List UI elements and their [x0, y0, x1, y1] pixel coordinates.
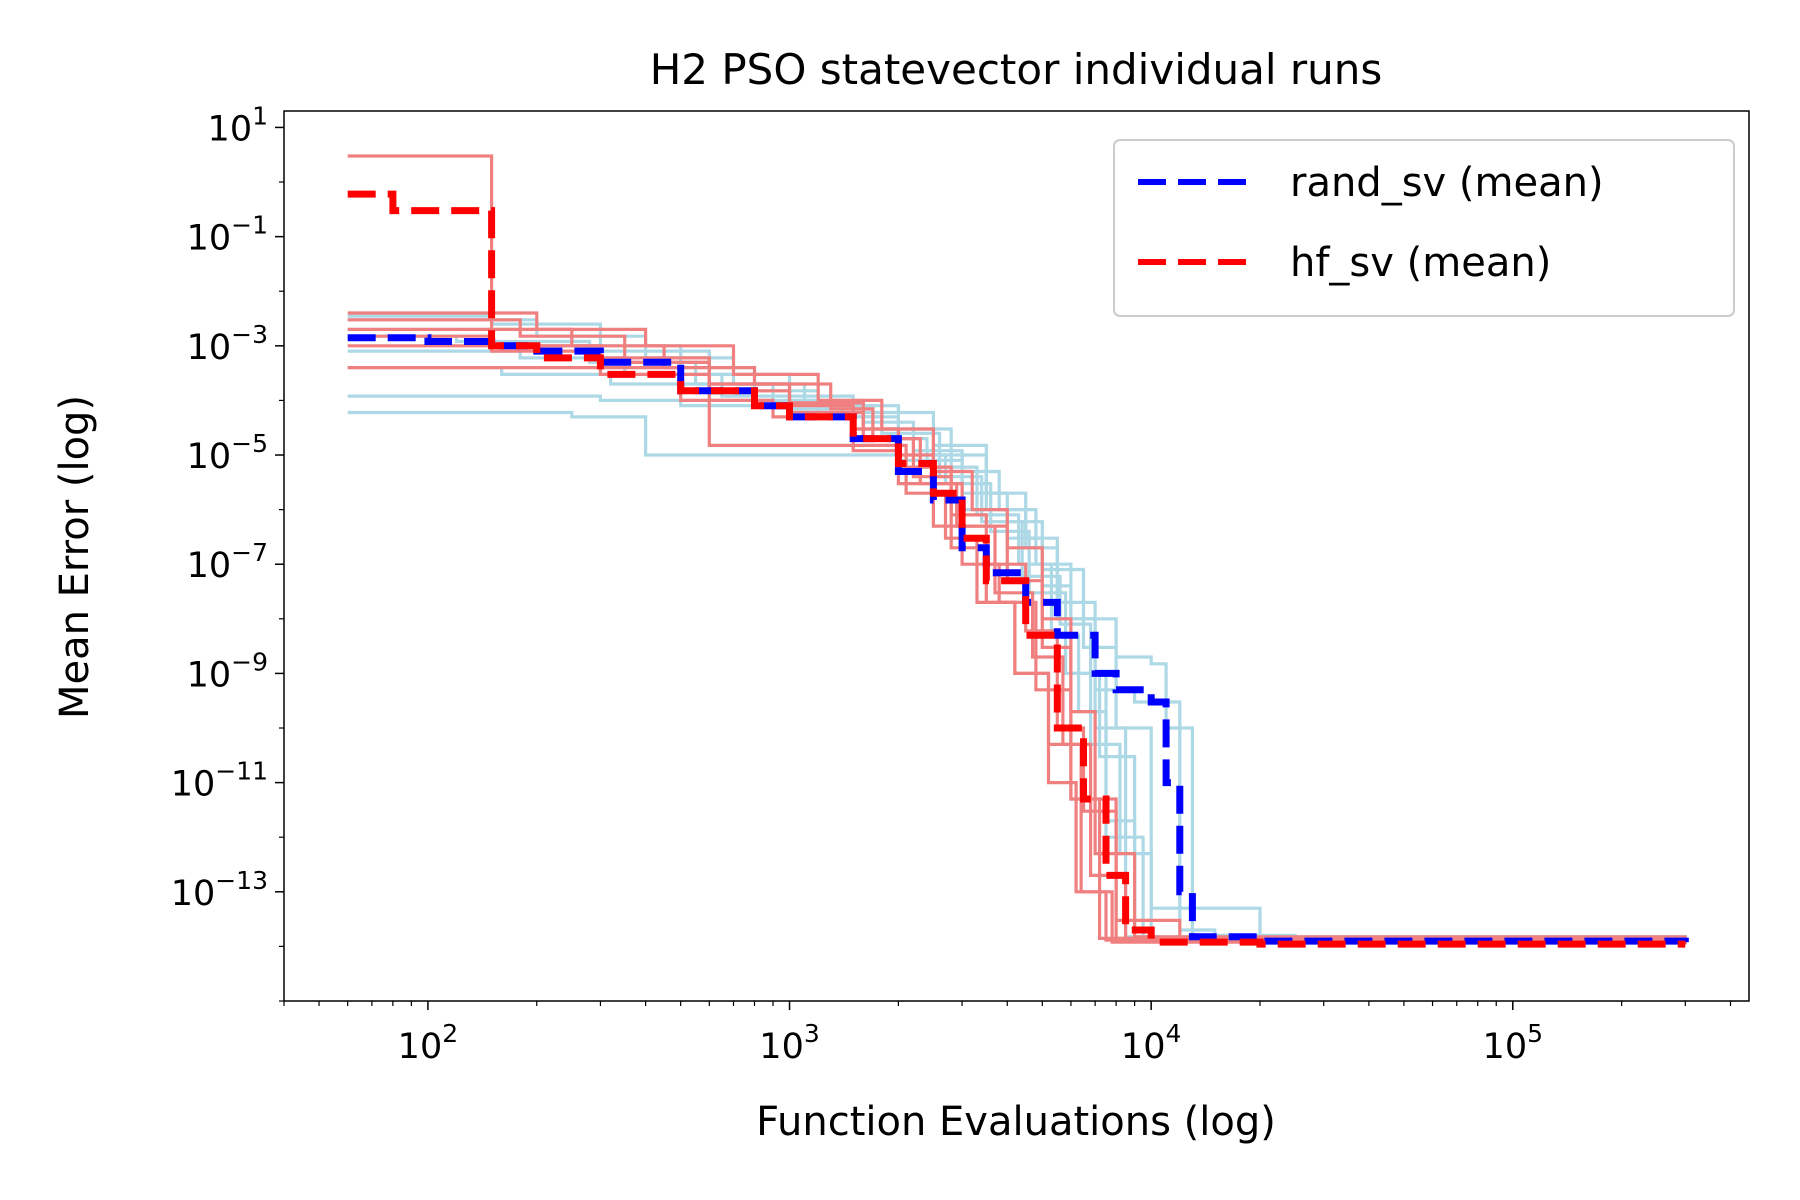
x-tick-label: 105 — [1483, 1019, 1543, 1067]
y-tick-label: 10−9 — [187, 647, 268, 695]
series-line-rand_sv-4 — [347, 334, 1687, 943]
legend-label-rand-sv: rand_sv (mean) — [1290, 160, 1604, 206]
y-tick-label: 101 — [208, 101, 268, 149]
series-line-rand_sv-5 — [347, 349, 1687, 943]
chart-title: H2 PSO statevector individual runs — [650, 45, 1383, 94]
series-line-rand_sv-1 — [347, 314, 1687, 943]
legend-label-hf-sv: hf_sv (mean) — [1290, 240, 1551, 286]
series-line-hf_sv-14 — [347, 366, 1687, 945]
mean-layer — [347, 190, 1689, 948]
series-line-hf_sv-12 — [347, 327, 1687, 945]
x-tick-label: 104 — [1121, 1019, 1181, 1067]
y-tick-label: 10−1 — [187, 211, 268, 259]
series-line-rand_sv-6 — [347, 394, 1687, 943]
series-line-rand_sv-8 — [347, 366, 1687, 943]
y-tick-label: 10−13 — [171, 866, 268, 914]
series-line-hf_sv-10 — [347, 311, 1687, 945]
y-axis: 101 10−1 10−3 10−5 10−7 10−9 10−11 10−13 — [171, 101, 284, 1002]
y-tick-label: 10−3 — [187, 320, 268, 368]
y-tick-label: 10−7 — [187, 538, 268, 586]
x-axis-label: Function Evaluations (log) — [756, 1099, 1276, 1145]
series-line-rand_sv-3 — [347, 327, 1687, 943]
y-tick-label: 10−11 — [171, 757, 268, 805]
series-line-hf_sv-13 — [347, 334, 1687, 945]
mean-line-hf-sv — [347, 190, 1686, 948]
mean-line-rand-sv — [347, 334, 1689, 945]
x-axis: 102 103 104 105 — [283, 1001, 1732, 1067]
legend: rand_sv (mean) hf_sv (mean) — [1113, 139, 1735, 317]
plot-area — [347, 154, 1689, 948]
x-tick-label: 102 — [398, 1019, 458, 1067]
y-axis-label: Mean Error (log) — [52, 395, 98, 719]
y-tick-label: 10−5 — [187, 429, 268, 477]
plot-frame — [283, 110, 1750, 1002]
legend-box — [1113, 139, 1735, 317]
series-line-hf_sv-15 — [347, 344, 1687, 945]
x-tick-label: 103 — [759, 1019, 819, 1067]
